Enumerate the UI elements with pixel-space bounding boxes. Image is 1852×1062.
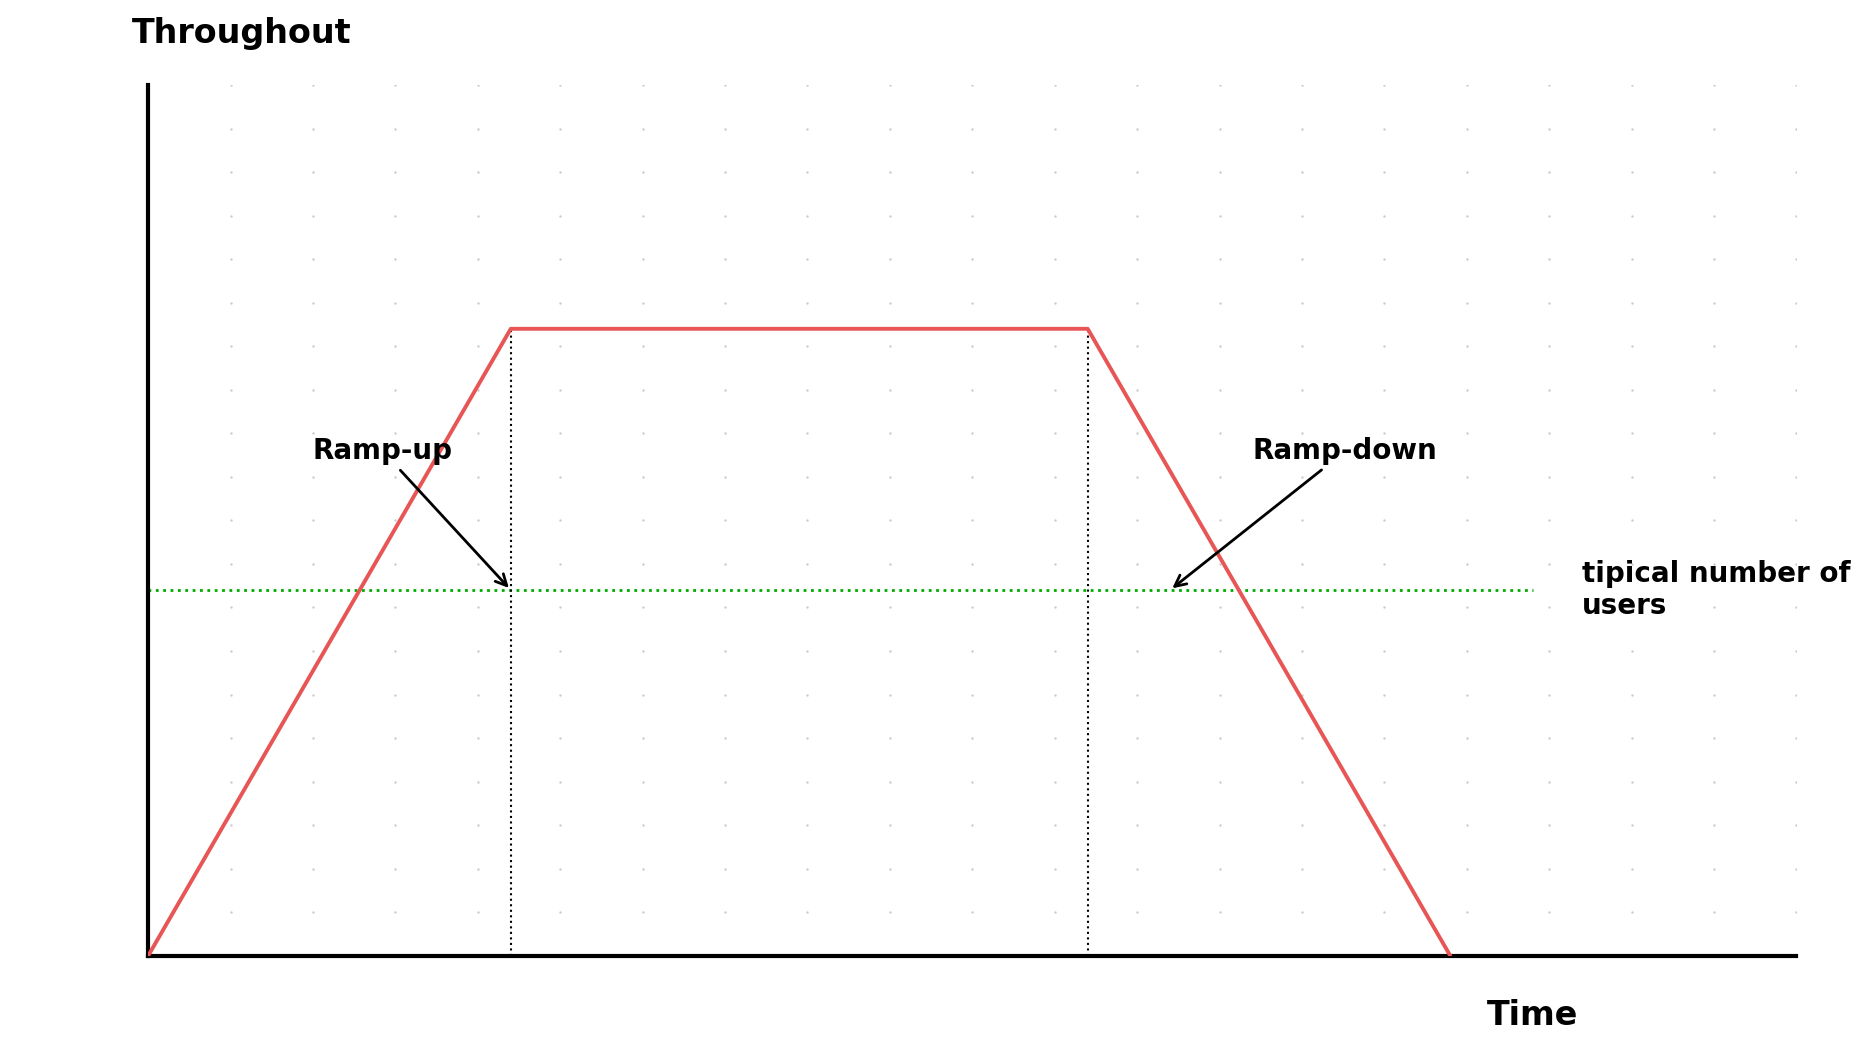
Text: Throughout: Throughout: [131, 17, 352, 50]
Text: Ramp-up: Ramp-up: [313, 438, 507, 586]
X-axis label: Time: Time: [1487, 999, 1578, 1032]
Text: Ramp-down: Ramp-down: [1174, 438, 1437, 586]
Text: tipical number of
users: tipical number of users: [1582, 560, 1850, 620]
